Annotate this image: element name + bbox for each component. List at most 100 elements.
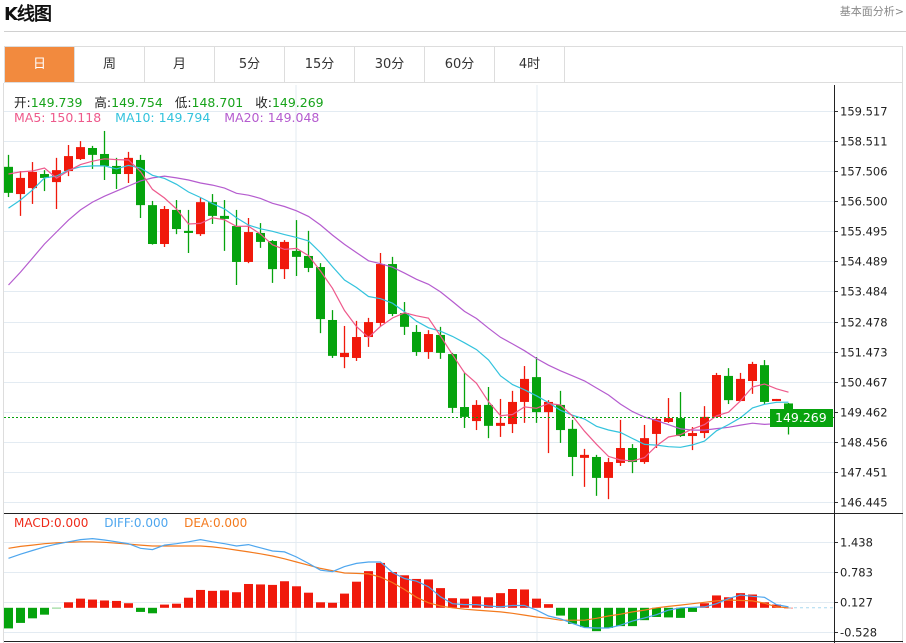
candle-body-up bbox=[616, 447, 625, 463]
price-tick-label: 150.467 bbox=[840, 376, 888, 390]
macd-bar-positive bbox=[268, 584, 277, 608]
candle-body-down bbox=[4, 166, 13, 193]
candle-body-down bbox=[208, 202, 217, 216]
candle-body-down bbox=[628, 447, 637, 463]
tab-5min[interactable]: 5分 bbox=[215, 47, 285, 82]
candle-body-up bbox=[244, 232, 253, 262]
diff-line bbox=[8, 537, 789, 629]
candle-body-down bbox=[184, 230, 193, 233]
macd-bar-negative bbox=[664, 607, 673, 618]
candle-body-down bbox=[532, 377, 541, 413]
macd-bar-positive bbox=[508, 589, 517, 608]
dea-line bbox=[8, 541, 789, 621]
candle-body-up bbox=[544, 401, 553, 413]
candle-body-up bbox=[160, 209, 169, 245]
close-value: 149.269 bbox=[271, 95, 324, 110]
tab-day[interactable]: 日 bbox=[5, 47, 75, 82]
macd-bar-positive bbox=[292, 586, 301, 608]
tab-4hour[interactable]: 4时 bbox=[495, 47, 565, 82]
candle-body-up bbox=[340, 352, 349, 358]
macd-bar-positive bbox=[424, 579, 433, 608]
low-label: 低: bbox=[174, 95, 192, 110]
candle-body-down bbox=[268, 241, 277, 270]
low-value: 148.701 bbox=[191, 95, 244, 110]
tab-week[interactable]: 周 bbox=[75, 47, 145, 82]
candle-body-down bbox=[388, 264, 397, 314]
candle-body-down bbox=[484, 404, 493, 426]
candle-body-down bbox=[724, 375, 733, 401]
macd-bar-positive bbox=[436, 588, 445, 608]
macd-bar-positive bbox=[532, 598, 541, 608]
macd-bar-negative bbox=[616, 607, 625, 627]
candle-body-down bbox=[112, 165, 121, 175]
candle-body-down bbox=[676, 418, 685, 437]
macd-bar-positive bbox=[304, 592, 313, 608]
macd-bar-positive bbox=[280, 581, 289, 608]
macd-tick-label: -0.528 bbox=[840, 626, 877, 640]
candle-body-down bbox=[172, 209, 181, 230]
open-label: 开: bbox=[14, 95, 31, 110]
candle-body-up bbox=[76, 147, 85, 160]
candle-body-up bbox=[652, 418, 661, 434]
macd-bar-negative bbox=[40, 607, 49, 615]
candle-body-up bbox=[736, 378, 745, 402]
macd-bar-positive bbox=[376, 562, 385, 608]
macd-bar-positive bbox=[448, 598, 457, 608]
candle-body-up bbox=[640, 438, 649, 463]
macd-bar-positive bbox=[196, 589, 205, 608]
tab-month[interactable]: 月 bbox=[145, 47, 215, 82]
candle-body-down bbox=[148, 205, 157, 245]
price-tick-label: 156.500 bbox=[840, 195, 888, 209]
macd-bar-positive bbox=[244, 583, 253, 608]
candle-body-up bbox=[364, 322, 373, 338]
price-tick-label: 158.511 bbox=[840, 135, 888, 149]
macd-bar-positive bbox=[232, 592, 241, 608]
ma5-value: MA5: 150.118 bbox=[14, 110, 102, 125]
macd-bar-positive bbox=[340, 593, 349, 608]
macd-bar-negative bbox=[16, 607, 25, 623]
macd-tick-label: 0.127 bbox=[840, 596, 873, 610]
ma20-value: MA20: 149.048 bbox=[224, 110, 320, 125]
tab-60min[interactable]: 60分 bbox=[425, 47, 495, 82]
price-tick-label: 151.473 bbox=[840, 346, 888, 360]
macd-bar-positive bbox=[172, 603, 181, 608]
candle-body-down bbox=[232, 226, 241, 262]
candle-body-down bbox=[40, 174, 49, 178]
macd-bar-positive bbox=[364, 571, 373, 608]
candle-body-up bbox=[352, 337, 361, 358]
macd-bar-negative bbox=[628, 607, 637, 627]
macd-bar-positive bbox=[328, 602, 337, 608]
macd-bar-positive bbox=[160, 604, 169, 608]
macd-value: MACD:0.000 bbox=[14, 516, 89, 530]
candle-body-down bbox=[592, 456, 601, 478]
macd-bar-negative bbox=[568, 607, 577, 624]
candle-body-down bbox=[448, 354, 457, 408]
tab-30min[interactable]: 30分 bbox=[355, 47, 425, 82]
ma5-line bbox=[8, 158, 789, 462]
macd-bar-positive bbox=[484, 597, 493, 608]
macd-bar-negative bbox=[148, 607, 157, 614]
macd-bar-negative bbox=[4, 607, 13, 629]
macd-bar-positive bbox=[520, 589, 529, 608]
candle-body-down bbox=[292, 250, 301, 257]
price-tick-label: 157.506 bbox=[840, 165, 888, 179]
macd-bar-negative bbox=[28, 607, 37, 619]
candle-body-down bbox=[436, 334, 445, 353]
macd-bar-positive bbox=[412, 578, 421, 608]
fundamental-analysis-link[interactable]: 基本面分析> bbox=[839, 5, 904, 18]
ohlc-legend: 开:149.739 高:149.754 低:148.701 收:149.269 bbox=[14, 92, 332, 111]
open-value: 149.739 bbox=[30, 95, 83, 110]
tab-15min[interactable]: 15分 bbox=[285, 47, 355, 82]
ma10-line bbox=[8, 164, 789, 448]
macd-bar-positive bbox=[460, 598, 469, 608]
macd-bar-positive bbox=[64, 602, 73, 608]
macd-bar-positive bbox=[700, 603, 709, 608]
macd-bar-negative bbox=[640, 607, 649, 621]
macd-bar-negative bbox=[604, 607, 613, 628]
macd-bar-negative bbox=[580, 607, 589, 628]
price-tick-label: 152.478 bbox=[840, 316, 888, 330]
candle-body-up bbox=[508, 401, 517, 425]
ma20-line bbox=[8, 175, 789, 431]
candle-body-down bbox=[412, 331, 421, 352]
